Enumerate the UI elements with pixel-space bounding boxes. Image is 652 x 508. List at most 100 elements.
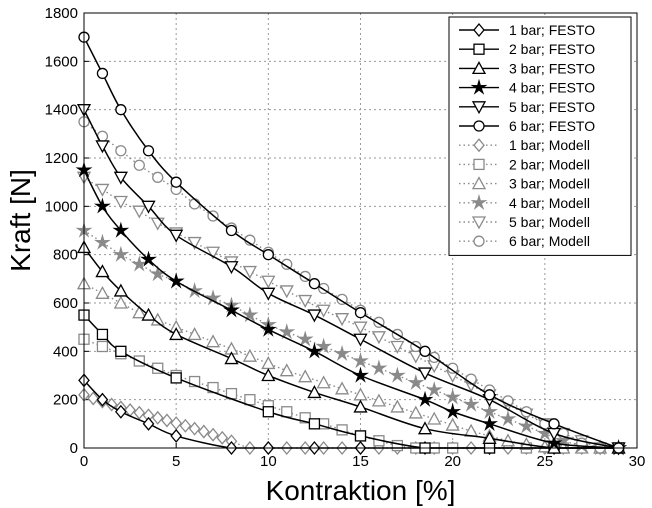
data-point <box>96 328 109 341</box>
data-point <box>225 224 238 237</box>
data-point <box>305 342 323 359</box>
data-point <box>545 434 563 451</box>
data-point <box>308 418 321 430</box>
data-point <box>391 439 404 452</box>
data-point <box>481 402 498 419</box>
data-point <box>390 340 405 354</box>
data-point <box>170 428 183 443</box>
data-point <box>167 272 185 289</box>
data-point <box>96 340 109 353</box>
data-point <box>296 330 314 347</box>
legend-item: 4 bar; FESTO <box>459 78 595 96</box>
legend-label: 4 bar; FESTO <box>509 80 595 96</box>
y-tick-label: 200 <box>53 392 78 409</box>
data-point <box>113 295 128 309</box>
plot-frame <box>83 12 638 449</box>
data-point <box>299 412 311 424</box>
data-point <box>417 367 433 381</box>
legend-label: 6 bar; Modell <box>509 233 590 249</box>
legend-label: 5 bar; FESTO <box>509 99 595 115</box>
data-point <box>179 418 192 433</box>
data-point <box>370 359 388 376</box>
data-point <box>462 395 480 412</box>
y-tick-label: 1800 <box>45 5 78 22</box>
y-tick-label: 1600 <box>45 53 78 70</box>
data-point <box>261 287 276 301</box>
data-point <box>444 402 462 419</box>
data-point <box>142 145 155 157</box>
data-point <box>444 388 462 405</box>
data-point <box>244 394 256 406</box>
legend-label: 1 bar; FESTO <box>509 22 595 38</box>
data-point <box>112 245 130 262</box>
y-tick-label: 1000 <box>45 198 78 215</box>
data-point <box>298 369 313 383</box>
data-point <box>464 423 479 437</box>
y-tick-label: 600 <box>53 295 78 312</box>
data-point <box>133 405 146 420</box>
legend-marker <box>473 158 485 171</box>
data-point <box>170 176 182 188</box>
data-point <box>316 375 331 389</box>
x-tick-label: 15 <box>352 453 369 470</box>
legend-marker <box>471 216 487 230</box>
data-point <box>279 285 294 299</box>
legend-item: 2 bar; FESTO <box>459 41 595 57</box>
data-point <box>353 387 368 401</box>
data-point <box>188 375 201 388</box>
data-point <box>354 307 367 319</box>
data-point <box>188 198 201 210</box>
y-tick-label: 0 <box>70 440 78 457</box>
data-point <box>307 309 322 323</box>
data-point <box>142 416 155 431</box>
legend-marker <box>473 43 485 55</box>
legend-box <box>448 16 632 256</box>
data-point <box>371 331 387 345</box>
legend-label: 2 bar; Modell <box>509 156 590 172</box>
data-point <box>187 327 202 341</box>
data-point <box>334 381 350 395</box>
data-point <box>447 362 459 374</box>
legend-label: 6 bar; FESTO <box>509 118 595 134</box>
legend-label: 3 bar; FESTO <box>509 60 595 76</box>
legend-item: 1 bar; FESTO <box>459 22 595 38</box>
data-point <box>224 261 239 275</box>
data-point <box>388 366 406 383</box>
legend-item: 5 bar; FESTO <box>459 99 595 115</box>
data-point <box>95 183 110 197</box>
data-point <box>278 323 296 340</box>
y-axis-title: Kraft [N] <box>5 169 36 272</box>
data-point <box>390 399 405 413</box>
data-point <box>408 405 423 419</box>
data-point <box>548 418 560 430</box>
x-tick-label: 20 <box>444 453 461 470</box>
data-point <box>308 278 321 290</box>
x-tick-label: 0 <box>80 453 88 470</box>
legend-item: 5 bar; Modell <box>459 214 590 230</box>
data-point <box>352 352 369 369</box>
data-point <box>517 417 535 434</box>
legend-label: 4 bar; Modell <box>509 195 590 211</box>
x-axis-title: Kontraktion [%] <box>266 475 456 506</box>
data-point <box>483 389 496 401</box>
series-line <box>83 229 619 449</box>
legend-label: 3 bar; Modell <box>509 176 590 192</box>
data-point <box>113 283 128 297</box>
data-point <box>353 321 368 335</box>
data-point <box>132 205 147 219</box>
data-point <box>281 258 293 270</box>
x-tick-label: 30 <box>629 453 646 470</box>
x-tick-label: 5 <box>172 453 180 470</box>
data-point <box>115 345 127 357</box>
legend-item: 1 bar; Modell <box>459 137 590 153</box>
legend-item: 6 bar; FESTO <box>459 118 595 134</box>
data-point <box>93 197 111 214</box>
x-tick-label: 25 <box>536 453 553 470</box>
data-point <box>216 430 229 445</box>
data-point <box>242 265 257 279</box>
data-point <box>205 246 221 260</box>
legend-marker <box>473 22 485 38</box>
data-point <box>334 313 350 327</box>
data-point <box>150 217 165 231</box>
